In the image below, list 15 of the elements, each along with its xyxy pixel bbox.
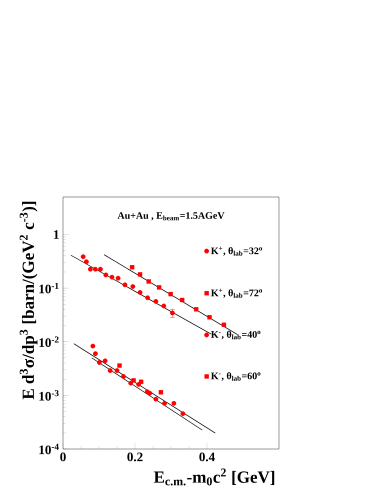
legend-label: K$^{+}$, θ$_{lab}$=72$^{o}$ xyxy=(211,288,262,298)
x-tick-label: 0.2 xyxy=(127,452,143,462)
y-tick-label: 10$^{-4}$ xyxy=(39,444,59,454)
x-axis-title: E$_{c.m.}$-m$_{0}$c$^{2}$ [GeV] xyxy=(154,468,274,486)
y-tick-label: 10$^{-2}$ xyxy=(39,336,59,347)
y-tick-label: 10$^{-3}$ xyxy=(39,390,59,401)
text: E d$^{3}$σ/dp$^{3}$ [barn/(GeV$^{2}$ c$^{-3}$)] xyxy=(20,202,38,400)
legend-label: K$^{-}$, θ$_{lab}$=60$^{o}$ xyxy=(211,372,260,381)
legend-label: K$^{+}$, θ$_{lab}$=32$^{o}$ xyxy=(211,246,262,256)
legend-label: K$^{-}$, θ$_{lab}$=40$^{o}$ xyxy=(211,330,260,340)
text: Au+Au , E$_{beam}$=1.5AGeV xyxy=(118,212,224,220)
x-tick-label: 0 xyxy=(60,452,66,462)
y-tick-label: 10$^{-1}$ xyxy=(39,282,58,294)
y-tick-label: 1 xyxy=(54,230,59,239)
x-tick-label: 0.4 xyxy=(199,452,215,462)
